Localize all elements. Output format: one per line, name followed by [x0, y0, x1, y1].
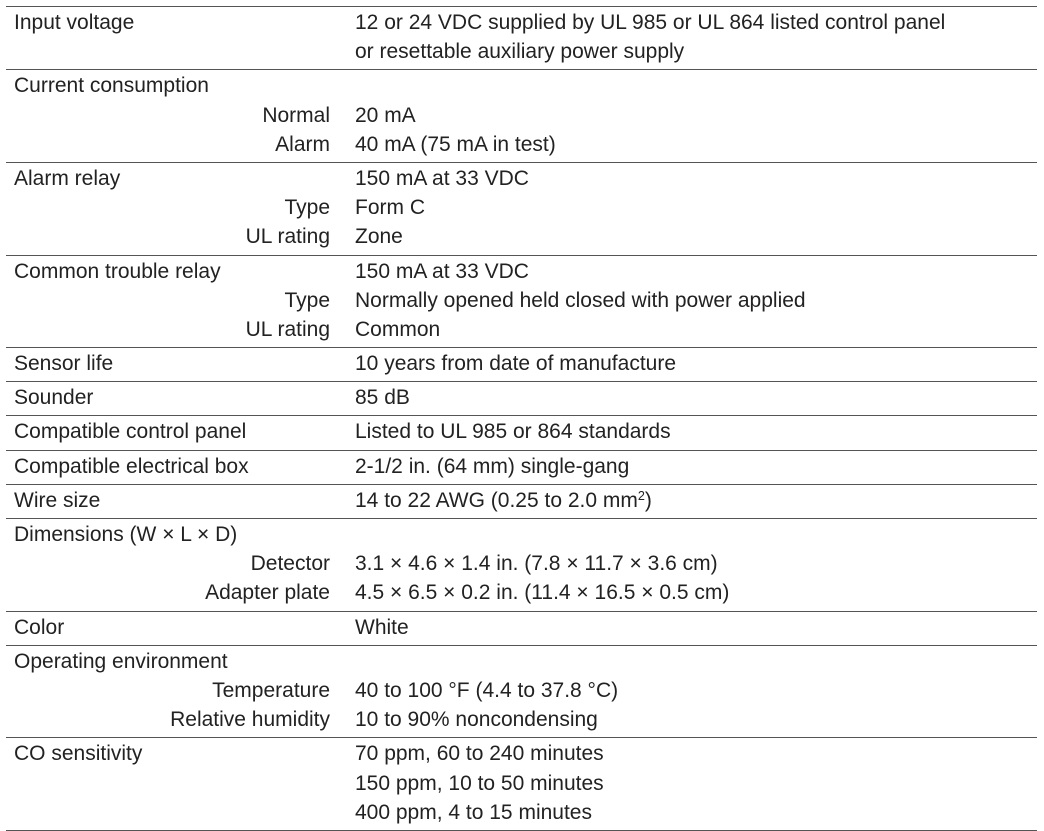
spec-row-sensor-life: Sensor life 10 years from date of manufa…: [6, 348, 1037, 383]
spec-value: 70 ppm, 60 to 240 minutes: [355, 742, 604, 766]
spec-value: 10 years from date of manufacture: [355, 352, 676, 376]
spec-label: Current consumption: [14, 74, 209, 98]
spec-label: Input voltage: [14, 11, 135, 34]
spec-value: 150 mA at 33 VDC: [355, 259, 529, 283]
spec-value: 20 mA: [355, 103, 416, 127]
spec-sublabel: Normal: [262, 103, 330, 127]
spec-label: Wire size: [14, 488, 101, 512]
spec-value: [355, 647, 1037, 676]
spec-row-input-voltage: Input voltage 12 or 24 VDC supplied by U…: [6, 7, 1037, 71]
spec-row-co-sensitivity: CO sensitivity 70 ppm, 60 to 240 minutes…: [6, 738, 1037, 831]
spec-label: Compatible electrical box: [14, 454, 249, 478]
spec-row-sounder: Sounder 85 dB: [6, 382, 1037, 417]
spec-row-compatible-electrical-box: Compatible electrical box 2-1/2 in. (64 …: [6, 451, 1037, 485]
spec-label: Sensor life: [14, 352, 114, 376]
superscript-two: 2: [637, 488, 645, 503]
spec-sublabel: [6, 798, 330, 827]
spec-value: 3.1 × 4.6 × 1.4 in. (7.8 × 11.7 × 3.6 cm…: [355, 552, 718, 576]
spec-table: Input voltage 12 or 24 VDC supplied by U…: [6, 6, 1037, 831]
spec-value: 4.5 × 6.5 × 0.2 in. (11.4 × 16.5 × 0.5 c…: [355, 581, 730, 605]
spec-sublabel: Adapter plate: [205, 581, 330, 605]
spec-value: [355, 520, 1037, 549]
spec-row-wire-size: Wire size 14 to 22 AWG (0.25 to 2.0 mm2): [6, 485, 1037, 519]
spec-value: 40 to 100 °F (4.4 to 37.8 °C): [355, 678, 619, 702]
spec-value: Common: [355, 317, 441, 341]
spec-value: 150 mA at 33 VDC: [355, 166, 529, 190]
spec-sublabel: UL rating: [245, 225, 330, 249]
spec-label: Operating environment: [14, 649, 228, 673]
spec-label: Sounder: [14, 386, 94, 410]
spec-sublabel: Alarm: [275, 132, 330, 156]
spec-label: Alarm relay: [14, 166, 121, 190]
spec-sublabel: Relative humidity: [170, 708, 330, 732]
spec-sublabel: Type: [284, 196, 330, 220]
spec-label: Dimensions (W × L × D): [14, 523, 238, 546]
spec-sublabel: Type: [284, 288, 330, 312]
spec-row-compatible-control-panel: Compatible control panel Listed to UL 98…: [6, 416, 1037, 451]
spec-value: 10 to 90% noncondensing: [355, 708, 598, 732]
spec-row-operating-environment: Operating environment Temperature 40 to …: [6, 646, 1037, 739]
spec-sublabel: [6, 769, 330, 798]
spec-value: Listed to UL 985 or 864 standards: [355, 420, 671, 444]
spec-value: 150 ppm, 10 to 50 minutes: [355, 771, 604, 795]
spec-value: Form C: [355, 196, 425, 220]
spec-value: 14 to 22 AWG (0.25 to 2.0 mm2): [355, 486, 1037, 515]
spec-row-common-trouble-relay: Common trouble relay 150 mA at 33 VDC Ty…: [6, 256, 1037, 349]
spec-sublabel: UL rating: [245, 317, 330, 341]
spec-label: Compatible control panel: [14, 420, 247, 444]
spec-value: [355, 71, 1037, 100]
spec-value: Zone: [355, 225, 403, 249]
spec-label: Color: [14, 615, 65, 639]
spec-sublabel: Detector: [250, 552, 330, 576]
spec-sublabel: Temperature: [212, 678, 330, 702]
spec-value: 2-1/2 in. (64 mm) single-gang: [355, 454, 630, 478]
spec-value: 400 ppm, 4 to 15 minutes: [355, 800, 592, 824]
spec-row-dimensions: Dimensions (W × L × D) Detector 3.1 × 4.…: [6, 519, 1037, 612]
spec-row-color: Color White: [6, 612, 1037, 646]
spec-label: Common trouble relay: [14, 259, 221, 283]
spec-row-alarm-relay: Alarm relay 150 mA at 33 VDC Type Form C…: [6, 163, 1037, 256]
wire-size-text: 14 to 22 AWG (0.25 to 2.0 mm: [355, 488, 638, 512]
spec-value: or resettable auxiliary power supply: [355, 40, 685, 64]
spec-sublabel: [6, 37, 330, 66]
spec-value: White: [355, 615, 409, 639]
spec-value: 12 or 24 VDC supplied by UL 985 or UL 86…: [355, 11, 946, 34]
spec-label: CO sensitivity: [14, 742, 143, 766]
spec-value: 85 dB: [355, 386, 410, 410]
spec-value: 40 mA (75 mA in test): [355, 132, 556, 156]
spec-row-current-consumption: Current consumption Normal 20 mA Alarm 4…: [6, 70, 1037, 163]
spec-value: Normally opened held closed with power a…: [355, 288, 806, 312]
wire-size-suffix: ): [644, 488, 652, 512]
